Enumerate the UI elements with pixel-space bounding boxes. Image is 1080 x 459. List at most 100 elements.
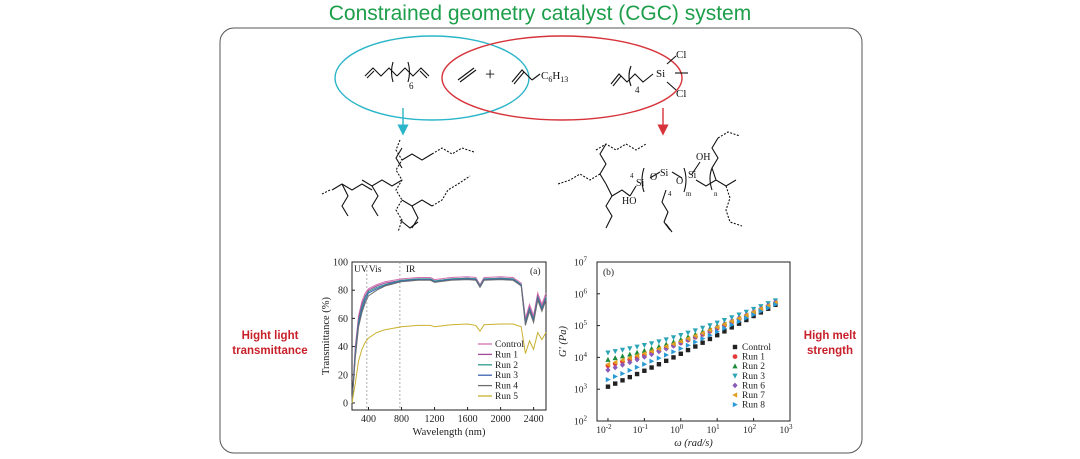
- x-tick-label-b: 101: [707, 423, 721, 436]
- data-point-run-6: [619, 362, 626, 368]
- data-point-run-3: [721, 317, 728, 323]
- y-tick-exponent: 2: [584, 415, 588, 423]
- x-tick-exponent: 0: [680, 423, 684, 431]
- silane-cl-bottom: Cl: [676, 88, 686, 100]
- legend-label-a: Run 1: [495, 350, 518, 360]
- data-point-run-8: [664, 352, 670, 358]
- data-point-run-2: [627, 351, 633, 357]
- data-point-control: [714, 332, 720, 338]
- data-point-run-3: [619, 347, 626, 353]
- data-point-run-3: [641, 342, 647, 348]
- data-point-run-7: [677, 338, 683, 344]
- x-tick-label-a: 2400: [524, 414, 544, 425]
- data-point-run-6: [663, 345, 669, 352]
- y-tick-label-a: 0: [343, 398, 348, 409]
- ethylene-monomer: [457, 67, 477, 83]
- x-tick-label-a: 1600: [458, 414, 478, 425]
- legend-label-b: Run 2: [742, 362, 765, 372]
- data-point-run-2: [605, 356, 611, 362]
- x-tick-label-b: 103: [780, 423, 794, 436]
- data-point-run-8: [620, 370, 626, 377]
- si-atom-3: Si: [688, 170, 697, 181]
- data-point-control: [685, 347, 691, 353]
- legend-label-a: Run 5: [495, 392, 518, 402]
- y-tick-label-b: 107: [574, 256, 588, 269]
- silane-subscript: 4: [635, 85, 640, 95]
- data-point-run-3: [678, 332, 684, 338]
- data-point-run-7: [648, 348, 654, 354]
- data-point-run-3: [700, 325, 706, 331]
- legend-marker-b: [732, 402, 738, 408]
- x-tick-exponent: 3: [789, 423, 793, 431]
- y-tick-label-a: 40: [338, 342, 348, 353]
- data-point-run-7: [728, 318, 734, 324]
- data-point-control: [605, 384, 611, 389]
- data-point-run-6: [656, 348, 662, 355]
- data-point-run-8: [634, 364, 640, 370]
- y-tick-label-a: 80: [338, 286, 348, 297]
- legend-marker-b: [732, 363, 738, 369]
- y-tick-label-b: 105: [574, 319, 588, 332]
- data-point-run-7: [707, 327, 713, 333]
- legend-label-b: Run 7: [742, 391, 765, 401]
- data-point-run-8: [649, 358, 655, 364]
- y-tick-exponent: 6: [584, 287, 588, 295]
- data-point-run-3: [663, 337, 669, 343]
- diene-monomer: [364, 61, 430, 83]
- plus-sign: +: [485, 64, 495, 84]
- siloxane-crosslink-structure: [557, 131, 743, 233]
- legend-marker-b: [732, 344, 738, 350]
- data-point-run-7: [721, 321, 727, 327]
- data-point-run-3: [612, 349, 618, 355]
- plot-area-a: [351, 261, 547, 411]
- region-label-ir: IR: [406, 265, 416, 275]
- transmittance-chart: UV Vis IR (a) 400 800 1200 1600 2000 2400 0 20 40 60 8…: [321, 258, 547, 438]
- legend-label-b: Run 8: [742, 401, 765, 411]
- data-point-run-8: [642, 361, 648, 367]
- subscript-m: m: [686, 190, 692, 198]
- legend-marker-b: [732, 392, 738, 398]
- right-side-label: High melt strength: [790, 329, 870, 359]
- venn-red-ellipse: [441, 35, 683, 121]
- data-point-run-8: [773, 301, 779, 308]
- data-point-run-7: [750, 309, 756, 315]
- data-point-run-8: [685, 342, 691, 348]
- data-point-run-3: [692, 328, 698, 334]
- y-tick-exponent: 3: [584, 383, 588, 391]
- data-point-run-3: [634, 344, 640, 350]
- y-axis-label-b: G' (Pa): [558, 325, 569, 357]
- y-tick-label-b: 103: [574, 383, 588, 396]
- data-point-run-7: [641, 350, 647, 357]
- data-point-run-6: [627, 359, 633, 366]
- outer-frame: [219, 27, 863, 454]
- data-point-run-8: [729, 322, 735, 328]
- subscript-4-a: 4: [630, 172, 634, 180]
- x-tick-label-a: 800: [394, 414, 409, 425]
- legend-label-a: Run 4: [495, 382, 518, 392]
- panel-label-b: (b): [603, 267, 614, 278]
- x-axis-label-b: ω (rad/s): [674, 438, 713, 449]
- data-point-control: [693, 344, 698, 349]
- series-line-run-5: [351, 323, 547, 404]
- data-point-run-8: [765, 305, 771, 311]
- legend-marker-b: [732, 354, 738, 359]
- data-point-run-6: [634, 356, 640, 363]
- data-point-run-3: [627, 346, 633, 352]
- series-line-control: [351, 276, 547, 404]
- data-point-run-2: [612, 355, 618, 361]
- octene-monomer: [511, 69, 541, 85]
- data-point-control: [656, 362, 662, 367]
- si-atom-1: Si: [636, 178, 645, 189]
- x-tick-label-b: 102: [743, 423, 757, 436]
- y-tick-label-a: 100: [333, 258, 348, 269]
- data-point-run-7: [714, 324, 720, 330]
- data-point-control: [649, 365, 654, 370]
- data-point-run-8: [627, 367, 633, 374]
- data-point-control: [700, 340, 705, 345]
- left-label-line-1: Hight light: [241, 330, 299, 342]
- figure-title: Constrained geometry catalyst (CGC) syst…: [328, 2, 752, 25]
- ho-group: HO: [622, 196, 636, 207]
- right-label-line-1: High melt: [803, 330, 857, 342]
- data-point-run-7: [685, 336, 691, 342]
- o-atom-2: O: [676, 176, 683, 187]
